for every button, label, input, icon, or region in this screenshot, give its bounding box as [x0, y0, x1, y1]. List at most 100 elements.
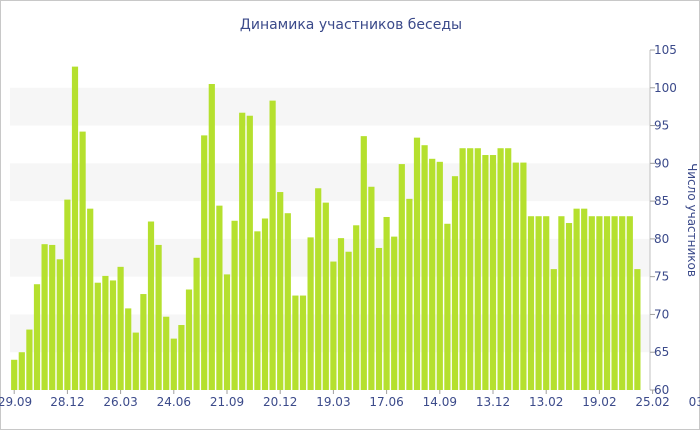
bar	[140, 294, 147, 390]
bar	[429, 158, 436, 390]
bar	[535, 216, 542, 390]
bar	[565, 223, 573, 390]
bar	[413, 137, 421, 390]
bar	[18, 352, 25, 390]
y-tick-label: 100	[654, 81, 677, 95]
bar	[147, 221, 155, 390]
bar	[292, 295, 299, 390]
bar	[33, 284, 41, 390]
x-tick-label: 19.02	[582, 395, 616, 409]
y-tick-label: 60	[654, 383, 669, 397]
y-tick-label: 80	[654, 232, 669, 246]
bar	[239, 112, 246, 391]
bar	[497, 148, 504, 390]
bar	[451, 176, 459, 390]
x-tick-label: 13.12	[476, 395, 510, 409]
x-tick-label: 14.09	[423, 395, 457, 409]
bar	[26, 329, 33, 390]
bar	[170, 338, 177, 390]
x-tick-label: 29.09	[0, 395, 32, 409]
bar	[163, 316, 170, 390]
bar	[512, 162, 519, 390]
bar	[56, 259, 63, 390]
bar	[375, 247, 383, 390]
x-tick-label: 03.03	[689, 395, 700, 409]
bar	[543, 216, 550, 390]
bar	[421, 145, 428, 390]
bar	[634, 269, 641, 390]
bar	[109, 280, 117, 390]
bar	[337, 238, 345, 390]
bar	[444, 223, 451, 390]
grid-band	[10, 163, 650, 202]
x-tick-label: 19.03	[316, 395, 350, 409]
bar	[596, 216, 603, 390]
bar	[345, 251, 352, 390]
bar	[436, 161, 443, 390]
bar	[223, 274, 231, 390]
x-tick-label: 25.02	[635, 395, 669, 409]
bar	[573, 208, 580, 390]
bar	[64, 199, 71, 390]
y-tick-label: 75	[654, 270, 669, 284]
bar	[527, 216, 535, 390]
bar	[603, 216, 611, 390]
bar	[406, 198, 413, 390]
bar	[558, 216, 565, 390]
bar	[505, 148, 512, 390]
bar	[467, 148, 474, 390]
x-tick-label: 17.06	[369, 395, 403, 409]
x-axis-ticks: 29.09 28.12 26.03 24.06 21.09 20.12 19.03 17.06…	[0, 390, 700, 409]
bar	[246, 115, 253, 390]
bar	[178, 325, 185, 390]
bar	[626, 216, 633, 390]
bar	[79, 131, 86, 390]
chart-title: Динамика участников беседы	[240, 17, 462, 33]
bar	[489, 155, 497, 390]
bar	[611, 216, 618, 390]
bar	[117, 266, 124, 390]
x-tick-label: 13.02	[529, 395, 563, 409]
bar	[208, 84, 215, 390]
bar	[132, 332, 139, 390]
bar	[581, 208, 588, 390]
bar	[254, 231, 261, 390]
bar	[330, 261, 337, 390]
bar	[482, 155, 489, 390]
bar	[102, 275, 109, 390]
bar	[360, 136, 367, 390]
bar	[201, 135, 208, 390]
y-tick-label: 105	[654, 43, 677, 57]
x-tick-label: 20.12	[263, 395, 297, 409]
x-tick-label: 28.12	[50, 395, 84, 409]
bar	[277, 192, 284, 390]
bar	[41, 244, 48, 390]
bar	[87, 208, 94, 390]
bar	[185, 289, 193, 390]
bar	[315, 188, 322, 390]
bar	[474, 148, 481, 390]
bar	[261, 218, 269, 390]
bar-series	[11, 66, 641, 391]
y-tick-label: 85	[654, 194, 669, 208]
bar	[125, 308, 132, 390]
bar	[398, 164, 405, 390]
bar	[231, 220, 238, 390]
bar	[299, 295, 307, 390]
bar	[588, 216, 595, 390]
bar	[322, 202, 329, 390]
y-axis-ticks: 60 65 70 75 80 85 90 95 100 105	[649, 43, 677, 397]
x-tick-label: 21.09	[210, 395, 244, 409]
y-tick-label: 95	[654, 119, 669, 133]
bar	[391, 236, 398, 390]
bar	[520, 162, 527, 390]
bar	[368, 186, 375, 390]
bar	[550, 269, 557, 390]
bar	[11, 359, 18, 390]
bar	[155, 244, 162, 390]
bar	[307, 237, 314, 390]
bar	[71, 66, 79, 391]
bar	[284, 213, 291, 390]
bar	[269, 100, 276, 391]
